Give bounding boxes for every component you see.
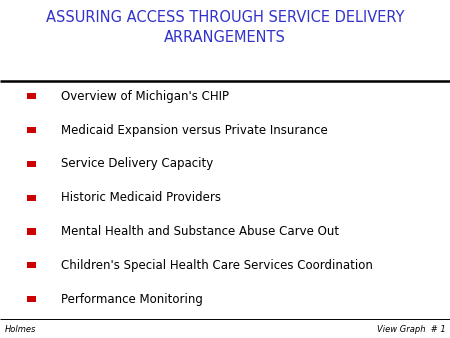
Text: Mental Health and Substance Abuse Carve Out: Mental Health and Substance Abuse Carve …	[61, 225, 339, 238]
Text: Holmes: Holmes	[4, 325, 36, 334]
Text: Medicaid Expansion versus Private Insurance: Medicaid Expansion versus Private Insura…	[61, 124, 328, 137]
FancyBboxPatch shape	[27, 195, 36, 201]
Text: Overview of Michigan's CHIP: Overview of Michigan's CHIP	[61, 90, 229, 103]
FancyBboxPatch shape	[27, 127, 36, 133]
Text: View Graph  # 1: View Graph # 1	[377, 325, 446, 334]
Text: Performance Monitoring: Performance Monitoring	[61, 293, 202, 306]
Text: Children's Special Health Care Services Coordination: Children's Special Health Care Services …	[61, 259, 373, 272]
FancyBboxPatch shape	[27, 93, 36, 99]
FancyBboxPatch shape	[27, 262, 36, 268]
FancyBboxPatch shape	[27, 228, 36, 235]
Text: Service Delivery Capacity: Service Delivery Capacity	[61, 158, 213, 170]
FancyBboxPatch shape	[27, 161, 36, 167]
Text: Historic Medicaid Providers: Historic Medicaid Providers	[61, 191, 221, 204]
Text: ASSURING ACCESS THROUGH SERVICE DELIVERY
ARRANGEMENTS: ASSURING ACCESS THROUGH SERVICE DELIVERY…	[46, 10, 404, 45]
FancyBboxPatch shape	[27, 296, 36, 302]
